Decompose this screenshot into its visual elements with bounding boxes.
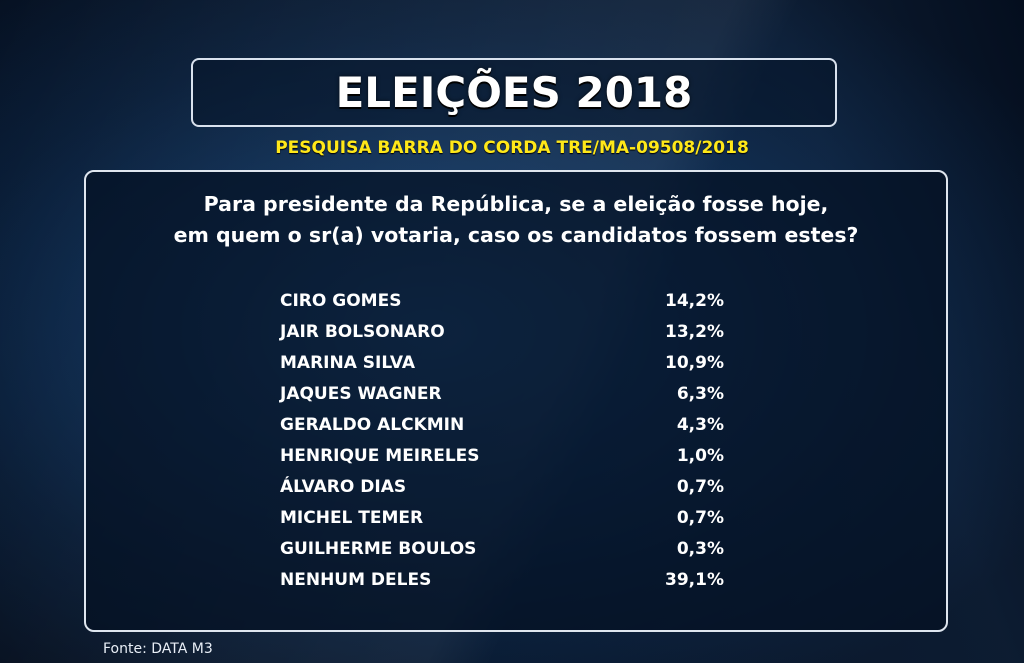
table-row: MARINA SILVA 10,9% — [280, 347, 724, 378]
candidate-name: JAIR BOLSONARO — [280, 321, 445, 342]
results-table: CIRO GOMES 14,2% JAIR BOLSONARO 13,2% MARINA… — [280, 285, 724, 596]
table-row: NENHUM DELES 39,1% — [280, 565, 724, 596]
candidate-percentage: 14,2% — [665, 290, 724, 311]
candidate-name: JAQUES WAGNER — [280, 383, 442, 404]
question-line-1: Para presidente da República, se a eleiç… — [203, 192, 829, 216]
table-row: CIRO GOMES 14,2% — [280, 285, 724, 316]
candidate-percentage: 4,3% — [676, 414, 724, 435]
title-box: ELEIÇÕES 2018 — [191, 58, 837, 127]
results-panel: Para presidente da República, se a eleiç… — [84, 170, 948, 632]
candidate-percentage: 0,7% — [676, 508, 724, 529]
candidate-percentage: 0,3% — [676, 539, 724, 560]
table-row: JAQUES WAGNER 6,3% — [280, 378, 724, 409]
table-row: ÁLVARO DIAS 0,7% — [280, 472, 724, 503]
candidate-percentage: 0,7% — [676, 477, 724, 498]
candidate-name: GERALDO ALCKMIN — [280, 414, 465, 435]
candidate-percentage: 1,0% — [676, 446, 724, 467]
candidate-name: ÁLVARO DIAS — [280, 477, 407, 498]
candidate-percentage: 10,9% — [665, 352, 724, 373]
table-row: GUILHERME BOULOS 0,3% — [280, 534, 724, 565]
source-note: Fonte: DATA M3 — [103, 641, 213, 657]
page-title: ELEIÇÕES 2018 — [335, 68, 693, 117]
candidate-name: CIRO GOMES — [280, 290, 402, 311]
question-line-2: em quem o sr(a) votaria, caso os candida… — [173, 223, 859, 247]
candidate-name: MICHEL TEMER — [280, 508, 424, 529]
table-row: MICHEL TEMER 0,7% — [280, 503, 724, 534]
table-row: HENRIQUE MEIRELES 1,0% — [280, 440, 724, 471]
candidate-percentage: 6,3% — [676, 383, 724, 404]
candidate-name: GUILHERME BOULOS — [280, 539, 477, 560]
candidate-name: HENRIQUE MEIRELES — [280, 446, 480, 467]
candidate-percentage: 13,2% — [665, 321, 724, 342]
table-row: GERALDO ALCKMIN 4,3% — [280, 409, 724, 440]
candidate-name: NENHUM DELES — [280, 570, 432, 591]
candidate-percentage: 39,1% — [665, 570, 724, 591]
candidate-name: MARINA SILVA — [280, 352, 416, 373]
poll-question: Para presidente da República, se a eleiç… — [86, 189, 946, 251]
poll-registration-subtitle: PESQUISA BARRA DO CORDA TRE/MA-09508/201… — [275, 138, 749, 158]
table-row: JAIR BOLSONARO 13,2% — [280, 316, 724, 347]
